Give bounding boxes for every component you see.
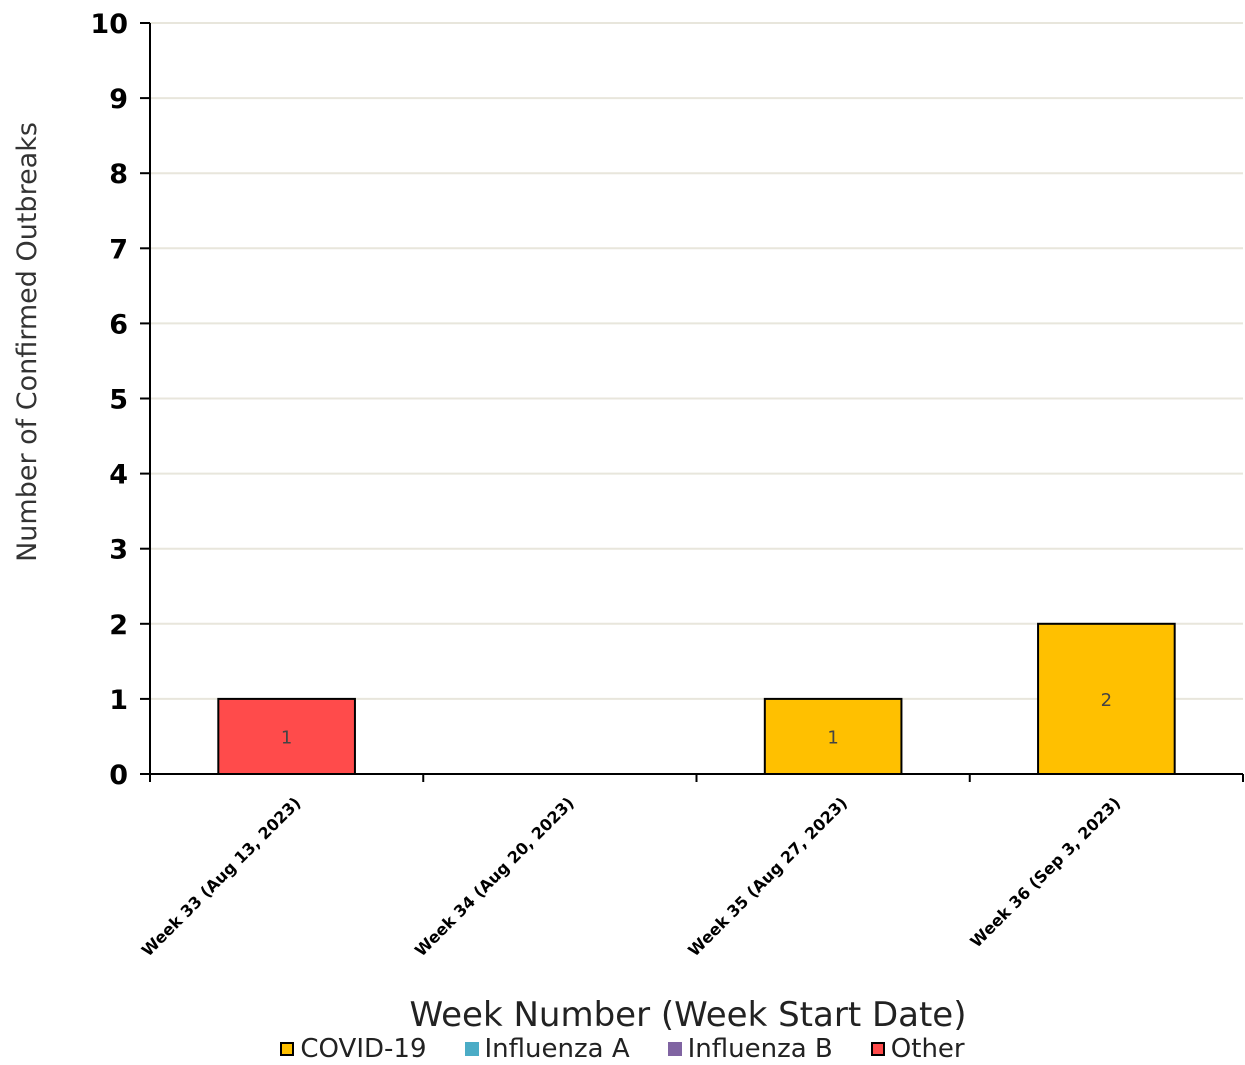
- bars: 1 1 2: [217, 622, 1176, 776]
- y-tick-labels: 0 1 2 3 4 5 6 7 8 9 10: [90, 9, 128, 791]
- legend-item: Influenza B: [667, 1034, 833, 1064]
- data-label: 1: [827, 727, 838, 748]
- legend-label: Other: [890, 1034, 965, 1064]
- y-tick-label: 3: [109, 535, 128, 566]
- y-tick-label: 5: [109, 385, 128, 416]
- y-tick-label: 9: [109, 84, 128, 115]
- axes: [140, 22, 1244, 782]
- legend-item: Influenza A: [464, 1034, 630, 1064]
- gridlines: [150, 22, 1243, 700]
- y-tick-label: 10: [90, 9, 128, 40]
- legend-label: Influenza B: [687, 1034, 833, 1064]
- x-tick-label: Week 35 (Aug 27, 2023): [684, 793, 851, 960]
- y-tick-label: 6: [109, 309, 128, 340]
- legend-swatch: [870, 1042, 885, 1056]
- bar: [763, 697, 903, 776]
- bar: [1037, 622, 1176, 775]
- y-tick-label: 8: [109, 159, 128, 190]
- legend-swatch: [667, 1042, 682, 1056]
- y-tick-label: 2: [109, 610, 128, 641]
- legend-item: COVID-19: [280, 1034, 427, 1064]
- legend-swatch: [280, 1042, 295, 1056]
- legend: COVID-19 Influenza A Influenza B Other: [0, 1034, 1245, 1064]
- y-tick-label: 1: [109, 685, 128, 716]
- y-tick-label: 4: [109, 460, 128, 491]
- data-label: 1: [281, 727, 292, 748]
- legend-label: COVID-19: [300, 1034, 427, 1064]
- legend-label: Influenza A: [484, 1034, 630, 1064]
- y-tick-label: 0: [109, 760, 128, 791]
- y-axis-label: Number of Confirmed Outbreaks: [12, 122, 43, 562]
- x-tick-label: Week 36 (Sep 3, 2023): [966, 793, 1124, 951]
- x-tick-labels: Week 33 (Aug 13, 2023) Week 34 (Aug 20, 2…: [138, 793, 1124, 960]
- bar: [217, 697, 356, 776]
- y-tick-label: 7: [109, 234, 128, 265]
- legend-item: Other: [870, 1034, 965, 1064]
- x-tick-label: Week 34 (Aug 20, 2023): [411, 793, 578, 960]
- x-tick-label: Week 33 (Aug 13, 2023): [138, 793, 305, 960]
- legend-swatch: [464, 1042, 479, 1056]
- data-label: 2: [1101, 690, 1112, 711]
- x-axis-label: Week Number (Week Start Date): [410, 995, 967, 1030]
